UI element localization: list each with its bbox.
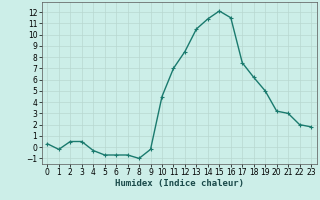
X-axis label: Humidex (Indice chaleur): Humidex (Indice chaleur) — [115, 179, 244, 188]
